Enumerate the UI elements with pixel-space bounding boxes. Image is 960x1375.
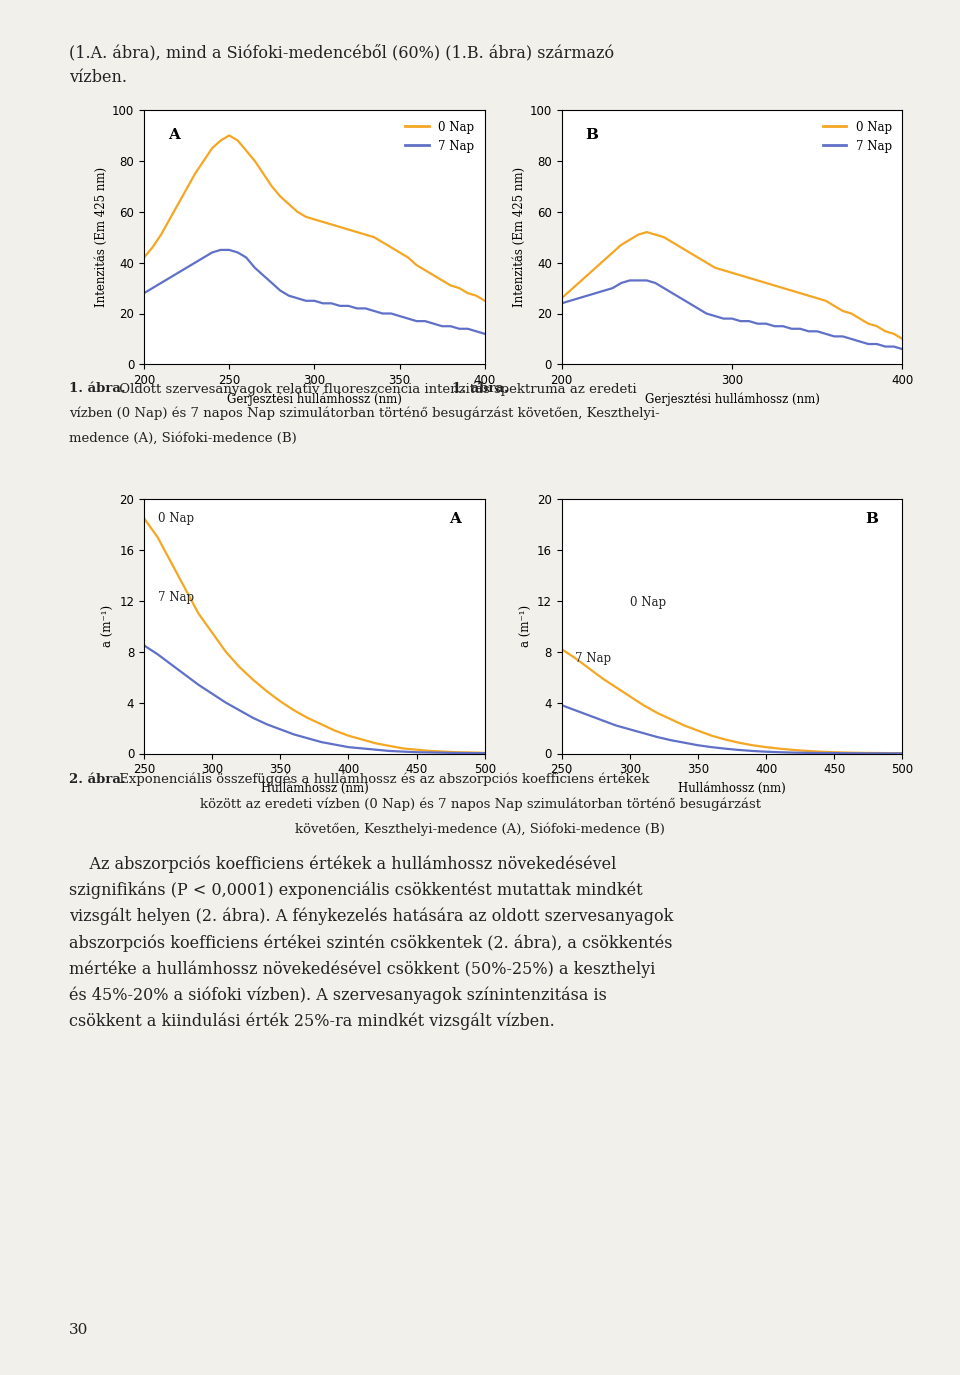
Text: 7 Nap: 7 Nap: [157, 591, 194, 604]
Text: 0 Nap: 0 Nap: [157, 512, 194, 525]
Text: Oldott szervesanyagok relatív fluoreszcencia intenzitás spektruma az eredeti: Oldott szervesanyagok relatív fluoreszce…: [115, 382, 636, 396]
Text: A: A: [168, 128, 180, 142]
Text: B: B: [866, 512, 878, 525]
Text: B: B: [586, 128, 598, 142]
Text: 0 Nap: 0 Nap: [630, 595, 666, 609]
Text: (1.A. ábra), mind a Siófoki-medencéből (60%) (1.B. ábra) származó
vízben.: (1.A. ábra), mind a Siófoki-medencéből (…: [69, 44, 614, 85]
Text: 2. ábra.: 2. ábra.: [69, 773, 126, 785]
X-axis label: Hullámhossz (nm): Hullámhossz (nm): [678, 782, 786, 795]
Text: A: A: [449, 512, 461, 525]
X-axis label: Gerjesztési hullámhossz (nm): Gerjesztési hullámhossz (nm): [227, 393, 402, 406]
Legend: 0 Nap, 7 Nap: 0 Nap, 7 Nap: [818, 116, 897, 157]
Legend: 0 Nap, 7 Nap: 0 Nap, 7 Nap: [400, 116, 479, 157]
Text: követően, Keszthelyi-medence (A), Siófoki-medence (B): követően, Keszthelyi-medence (A), Siófok…: [295, 822, 665, 836]
Text: vízben (0 Nap) és 7 napos Nap szimulátorban történő besugárzást követően, Keszth: vízben (0 Nap) és 7 napos Nap szimulátor…: [69, 407, 660, 421]
Text: között az eredeti vízben (0 Nap) és 7 napos Nap szimulátorban történő besugárzás: között az eredeti vízben (0 Nap) és 7 na…: [200, 798, 760, 811]
Y-axis label: a (m⁻¹): a (m⁻¹): [519, 605, 533, 648]
Text: Az abszorpciós koefficiens értékek a hullámhossz növekedésével
szignifikáns (P <: Az abszorpciós koefficiens értékek a hul…: [69, 855, 674, 1030]
Text: 7 Nap: 7 Nap: [575, 652, 612, 664]
X-axis label: Gerjesztési hullámhossz (nm): Gerjesztési hullámhossz (nm): [644, 393, 820, 406]
X-axis label: Hullámhossz (nm): Hullámhossz (nm): [260, 782, 369, 795]
Text: 1. ábra.: 1. ábra.: [452, 382, 508, 395]
Y-axis label: Intenzitás (Em 425 nm): Intenzitás (Em 425 nm): [95, 168, 108, 307]
Y-axis label: a (m⁻¹): a (m⁻¹): [102, 605, 115, 648]
Text: Exponenciális összefüggés a hullámhossz és az abszorpciós koefficiens értékek: Exponenciális összefüggés a hullámhossz …: [115, 773, 650, 786]
Text: 30: 30: [69, 1323, 88, 1336]
Text: medence (A), Siófoki-medence (B): medence (A), Siófoki-medence (B): [69, 432, 297, 444]
Y-axis label: Intenzitás (Em 425 nm): Intenzitás (Em 425 nm): [513, 168, 525, 307]
Text: 1. ábra.: 1. ábra.: [69, 382, 126, 395]
